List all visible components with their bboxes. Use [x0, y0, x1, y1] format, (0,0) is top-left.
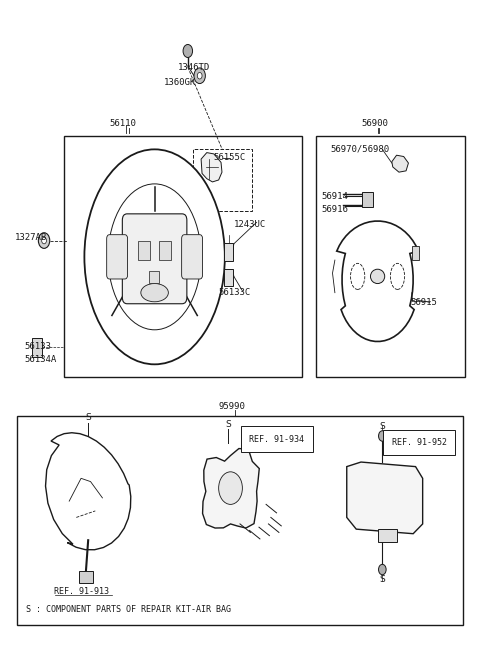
Bar	[149, 271, 159, 283]
FancyBboxPatch shape	[107, 235, 128, 279]
Bar	[224, 269, 233, 286]
Polygon shape	[378, 529, 396, 542]
Polygon shape	[392, 155, 408, 172]
Bar	[362, 192, 373, 208]
Polygon shape	[201, 152, 222, 182]
Text: 56914: 56914	[322, 192, 348, 201]
Text: 56134A: 56134A	[24, 355, 56, 364]
Text: 56915: 56915	[411, 298, 438, 307]
Polygon shape	[337, 221, 419, 342]
Ellipse shape	[141, 284, 168, 302]
Bar	[192, 149, 252, 212]
Bar	[64, 136, 301, 377]
Bar	[138, 240, 150, 260]
Text: 56970/56980: 56970/56980	[330, 145, 389, 154]
Ellipse shape	[108, 184, 201, 330]
Bar	[17, 417, 463, 625]
Text: 1243UC: 1243UC	[234, 220, 266, 229]
Text: 1346TD: 1346TD	[179, 64, 211, 72]
Text: S: S	[85, 413, 91, 422]
Circle shape	[379, 564, 386, 575]
Text: REF. 91-934: REF. 91-934	[250, 435, 304, 443]
Text: 56110: 56110	[109, 119, 136, 128]
Circle shape	[194, 68, 205, 83]
Text: 56155C: 56155C	[214, 153, 246, 162]
Bar	[159, 240, 171, 260]
Text: S: S	[380, 422, 385, 431]
Circle shape	[219, 472, 242, 505]
Bar	[412, 246, 419, 260]
Circle shape	[38, 233, 50, 248]
Circle shape	[183, 45, 192, 58]
FancyBboxPatch shape	[122, 214, 187, 304]
Text: REF. 91-952: REF. 91-952	[392, 438, 447, 447]
Bar	[224, 242, 233, 261]
Text: S: S	[380, 576, 385, 585]
Text: 1360GK: 1360GK	[164, 78, 196, 87]
Text: 56916: 56916	[322, 206, 348, 214]
Polygon shape	[203, 449, 259, 528]
Ellipse shape	[371, 269, 384, 284]
Bar	[79, 571, 93, 583]
Text: 1327AB: 1327AB	[14, 233, 47, 242]
Text: S : COMPONENT PARTS OF REPAIR KIT-AIR BAG: S : COMPONENT PARTS OF REPAIR KIT-AIR BA…	[26, 605, 231, 614]
Text: 56133C: 56133C	[219, 288, 251, 297]
Text: S: S	[225, 420, 231, 429]
FancyBboxPatch shape	[181, 235, 203, 279]
Circle shape	[197, 72, 202, 79]
Bar	[32, 338, 42, 357]
Ellipse shape	[84, 149, 225, 365]
Text: REF. 91-913: REF. 91-913	[54, 587, 108, 595]
Polygon shape	[347, 462, 423, 533]
Text: 56900: 56900	[361, 119, 388, 128]
Circle shape	[42, 237, 47, 244]
Text: 56133: 56133	[24, 342, 51, 351]
Circle shape	[379, 431, 386, 442]
Bar	[316, 136, 466, 377]
Polygon shape	[46, 433, 131, 550]
Text: 95990: 95990	[219, 402, 246, 411]
